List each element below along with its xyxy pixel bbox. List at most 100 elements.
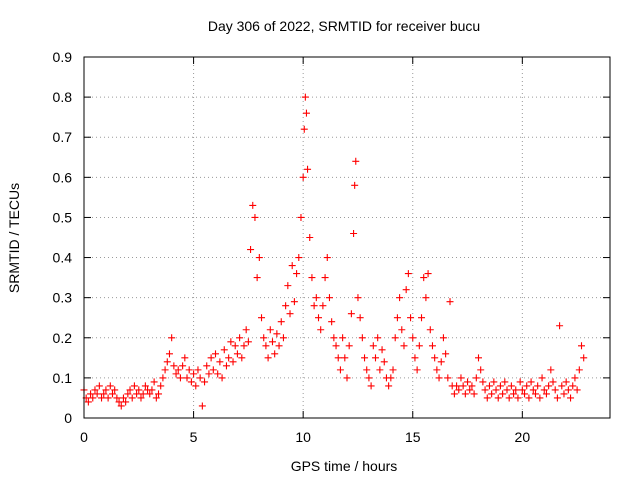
y-tick-label: 0.3 (53, 290, 73, 306)
data-point (306, 234, 314, 241)
data-point (93, 390, 101, 398)
data-point (124, 390, 132, 398)
data-point (295, 254, 303, 262)
data-point (455, 386, 463, 394)
data-point (220, 346, 228, 354)
data-point (203, 362, 211, 370)
data-point (236, 334, 244, 342)
data-point (190, 370, 198, 378)
data-point (304, 165, 312, 173)
data-point (262, 342, 270, 350)
grid-layer (84, 57, 610, 418)
data-point (415, 342, 423, 350)
data-point (387, 374, 395, 382)
data-point (376, 366, 384, 374)
data-point (428, 342, 436, 350)
data-point (111, 386, 119, 394)
data-point (378, 346, 386, 354)
data-point (155, 390, 163, 398)
data-point (137, 394, 145, 402)
data-point (371, 354, 379, 362)
data-point (89, 394, 97, 402)
data-point (580, 354, 588, 362)
data-point (214, 370, 222, 378)
data-point (343, 374, 351, 382)
data-point (409, 334, 417, 342)
data-point (163, 358, 171, 366)
data-point (341, 354, 349, 362)
data-point (181, 354, 189, 362)
data-point (521, 390, 529, 398)
data-point (238, 354, 246, 362)
data-point (315, 314, 323, 322)
data-point (91, 386, 99, 394)
x-tick-label: 10 (295, 429, 311, 445)
data-point (527, 378, 535, 386)
data-point (556, 322, 564, 330)
y-tick-label: 0 (64, 410, 72, 426)
data-point (102, 386, 110, 394)
data-point (400, 342, 408, 350)
data-point (418, 314, 426, 322)
data-point (549, 378, 557, 386)
data-point (505, 394, 513, 402)
data-point (367, 382, 375, 390)
data-point (351, 181, 359, 189)
data-point (385, 382, 393, 390)
data-point (330, 334, 338, 342)
data-point (275, 342, 283, 350)
data-point (450, 390, 458, 398)
data-point (393, 314, 401, 322)
data-point (141, 382, 149, 390)
data-point (334, 354, 342, 362)
data-point (481, 386, 489, 394)
data-point (361, 354, 369, 362)
x-axis-label: GPS time / hours (291, 458, 398, 474)
data-point (407, 314, 415, 322)
data-point (402, 286, 410, 294)
data-point (503, 386, 511, 394)
data-point (494, 394, 502, 402)
data-point (255, 254, 263, 262)
data-point (249, 201, 257, 209)
data-point (442, 350, 450, 358)
data-point (260, 334, 268, 342)
y-tick-label: 0.6 (53, 169, 73, 185)
x-tick-label: 20 (515, 429, 531, 445)
data-point (168, 334, 176, 342)
data-point (277, 318, 285, 326)
data-point (321, 274, 329, 282)
data-point (558, 382, 566, 390)
data-point (540, 386, 548, 394)
data-point (490, 378, 498, 386)
data-point (247, 246, 255, 254)
data-point (578, 342, 586, 350)
data-point (575, 366, 583, 374)
axis-ticks: 0 0.1 0.2 0.3 0.4 0.5 0.6 0.7 0.8 0.9 0 5 10 15 20 (53, 49, 610, 445)
data-point (336, 366, 344, 374)
data-point (531, 390, 539, 398)
data-point (499, 390, 507, 398)
data-point (264, 354, 272, 362)
data-point (176, 374, 184, 382)
data-point (435, 374, 443, 382)
data-point (258, 314, 266, 322)
data-point (551, 386, 559, 394)
data-point (369, 342, 377, 350)
data-point (218, 374, 226, 382)
data-point (437, 358, 445, 366)
data-point (363, 366, 371, 374)
data-point (130, 382, 138, 390)
data-point (365, 374, 373, 382)
data-point (286, 310, 294, 318)
data-point (518, 386, 526, 394)
data-point (483, 394, 491, 402)
data-point (477, 366, 485, 374)
data-point (354, 294, 362, 302)
data-point (510, 390, 518, 398)
x-tick-label: 0 (80, 429, 88, 445)
data-point (564, 386, 572, 394)
data-point (398, 326, 406, 334)
data-point (284, 282, 292, 290)
data-point (560, 390, 568, 398)
